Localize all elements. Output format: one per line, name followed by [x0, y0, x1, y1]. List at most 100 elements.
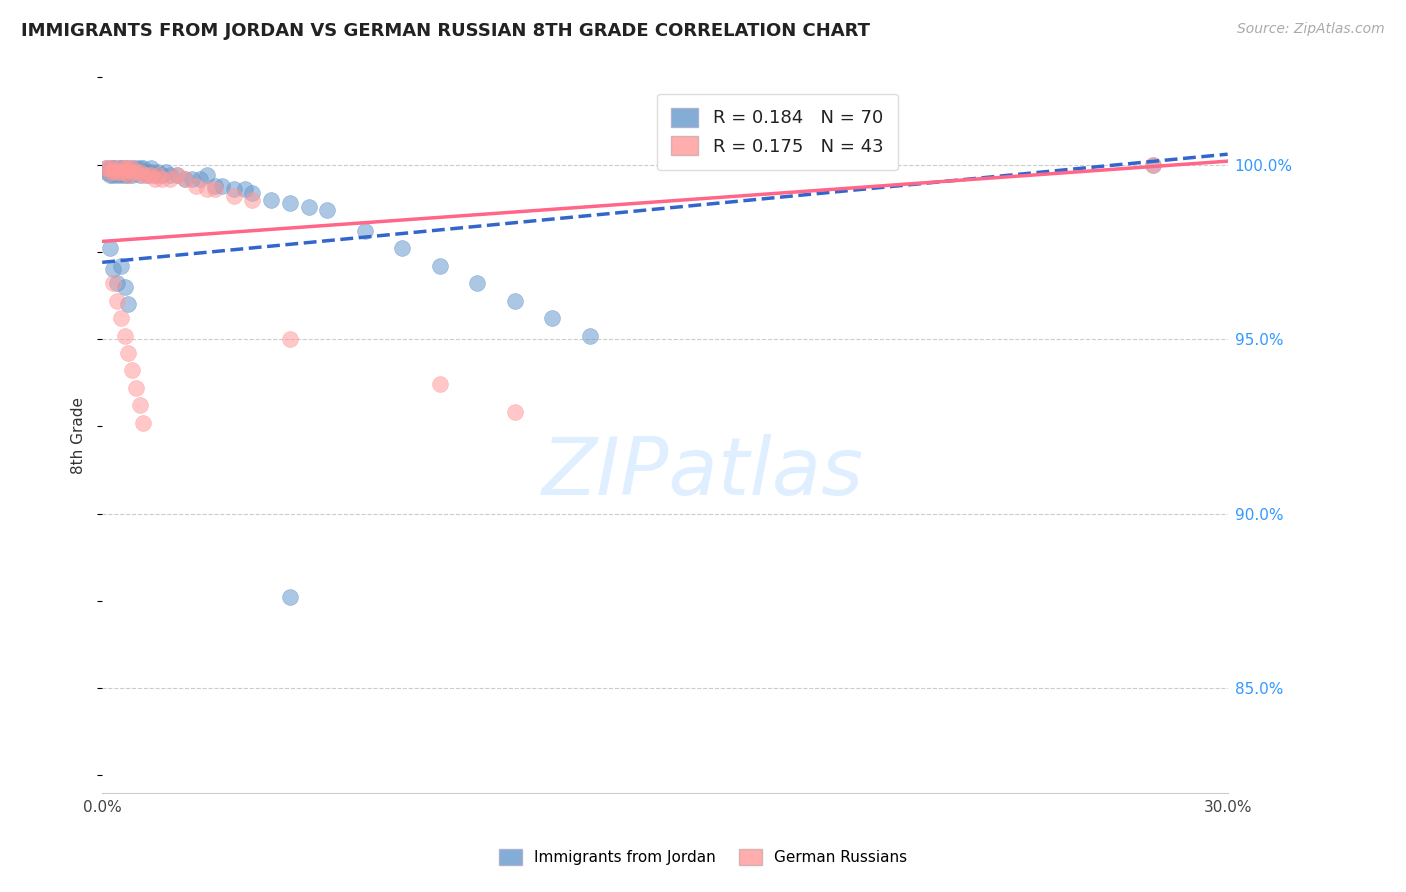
Point — [114, 161, 136, 176]
Point — [222, 189, 245, 203]
Point — [98, 161, 121, 176]
Point — [94, 161, 117, 176]
Point — [150, 171, 173, 186]
Point — [114, 168, 136, 182]
Point — [121, 164, 143, 178]
Point — [125, 164, 148, 178]
Point — [353, 224, 375, 238]
Point — [114, 164, 136, 178]
Point — [128, 168, 150, 182]
Point — [195, 182, 218, 196]
Point — [117, 168, 139, 182]
Point — [1142, 158, 1164, 172]
Point — [278, 591, 301, 605]
Point — [143, 168, 166, 182]
Point — [278, 196, 301, 211]
Point — [240, 193, 263, 207]
Point — [188, 171, 211, 186]
Point — [139, 161, 162, 176]
Point — [117, 161, 139, 176]
Point — [211, 178, 233, 193]
Point — [166, 168, 188, 182]
Point — [173, 171, 195, 186]
Point — [110, 161, 132, 176]
Point — [103, 161, 125, 176]
Point — [132, 168, 155, 182]
Point — [150, 168, 173, 182]
Point — [195, 168, 218, 182]
Point — [114, 161, 136, 176]
Point — [132, 164, 155, 178]
Point — [233, 182, 256, 196]
Point — [429, 259, 451, 273]
Point — [148, 164, 170, 178]
Point — [110, 311, 132, 326]
Point — [121, 161, 143, 176]
Point — [105, 164, 128, 178]
Point — [467, 277, 489, 291]
Text: IMMIGRANTS FROM JORDAN VS GERMAN RUSSIAN 8TH GRADE CORRELATION CHART: IMMIGRANTS FROM JORDAN VS GERMAN RUSSIAN… — [21, 22, 870, 40]
Point — [121, 168, 143, 182]
Point — [110, 161, 132, 176]
Point — [125, 161, 148, 176]
Point — [98, 168, 121, 182]
Point — [184, 178, 207, 193]
Point — [103, 168, 125, 182]
Point — [222, 182, 245, 196]
Point — [117, 161, 139, 176]
Point — [110, 161, 132, 176]
Point — [105, 277, 128, 291]
Point — [103, 262, 125, 277]
Point — [110, 164, 132, 178]
Point — [110, 259, 132, 273]
Point — [148, 168, 170, 182]
Point — [128, 161, 150, 176]
Point — [159, 168, 181, 182]
Point — [503, 293, 526, 308]
Point — [503, 405, 526, 419]
Point — [94, 164, 117, 178]
Point — [110, 168, 132, 182]
Point — [103, 277, 125, 291]
Point — [114, 279, 136, 293]
Text: Source: ZipAtlas.com: Source: ZipAtlas.com — [1237, 22, 1385, 37]
Point — [159, 171, 181, 186]
Point — [260, 193, 283, 207]
Point — [121, 363, 143, 377]
Point — [105, 164, 128, 178]
Point — [429, 377, 451, 392]
Point — [105, 168, 128, 182]
Point — [143, 171, 166, 186]
Point — [98, 164, 121, 178]
Point — [316, 202, 339, 217]
Point — [125, 381, 148, 395]
Point — [103, 164, 125, 178]
Point — [132, 161, 155, 176]
Point — [117, 346, 139, 360]
Point — [579, 328, 602, 343]
Point — [103, 161, 125, 176]
Point — [117, 297, 139, 311]
Point — [278, 332, 301, 346]
Point — [125, 164, 148, 178]
Point — [98, 161, 121, 176]
Point — [136, 164, 159, 178]
Point — [98, 241, 121, 255]
Point — [240, 186, 263, 200]
Point — [105, 161, 128, 176]
Point — [103, 161, 125, 176]
Point — [121, 161, 143, 176]
Point — [173, 171, 195, 186]
Point — [204, 182, 226, 196]
Legend: Immigrants from Jordan, German Russians: Immigrants from Jordan, German Russians — [494, 843, 912, 871]
Point — [94, 161, 117, 176]
Point — [114, 164, 136, 178]
Point — [105, 293, 128, 308]
Point — [98, 164, 121, 178]
Point — [155, 164, 177, 178]
Y-axis label: 8th Grade: 8th Grade — [72, 397, 86, 474]
Text: ZIPatlas: ZIPatlas — [541, 434, 865, 512]
Point — [1142, 158, 1164, 172]
Point — [114, 328, 136, 343]
Point — [139, 164, 162, 178]
